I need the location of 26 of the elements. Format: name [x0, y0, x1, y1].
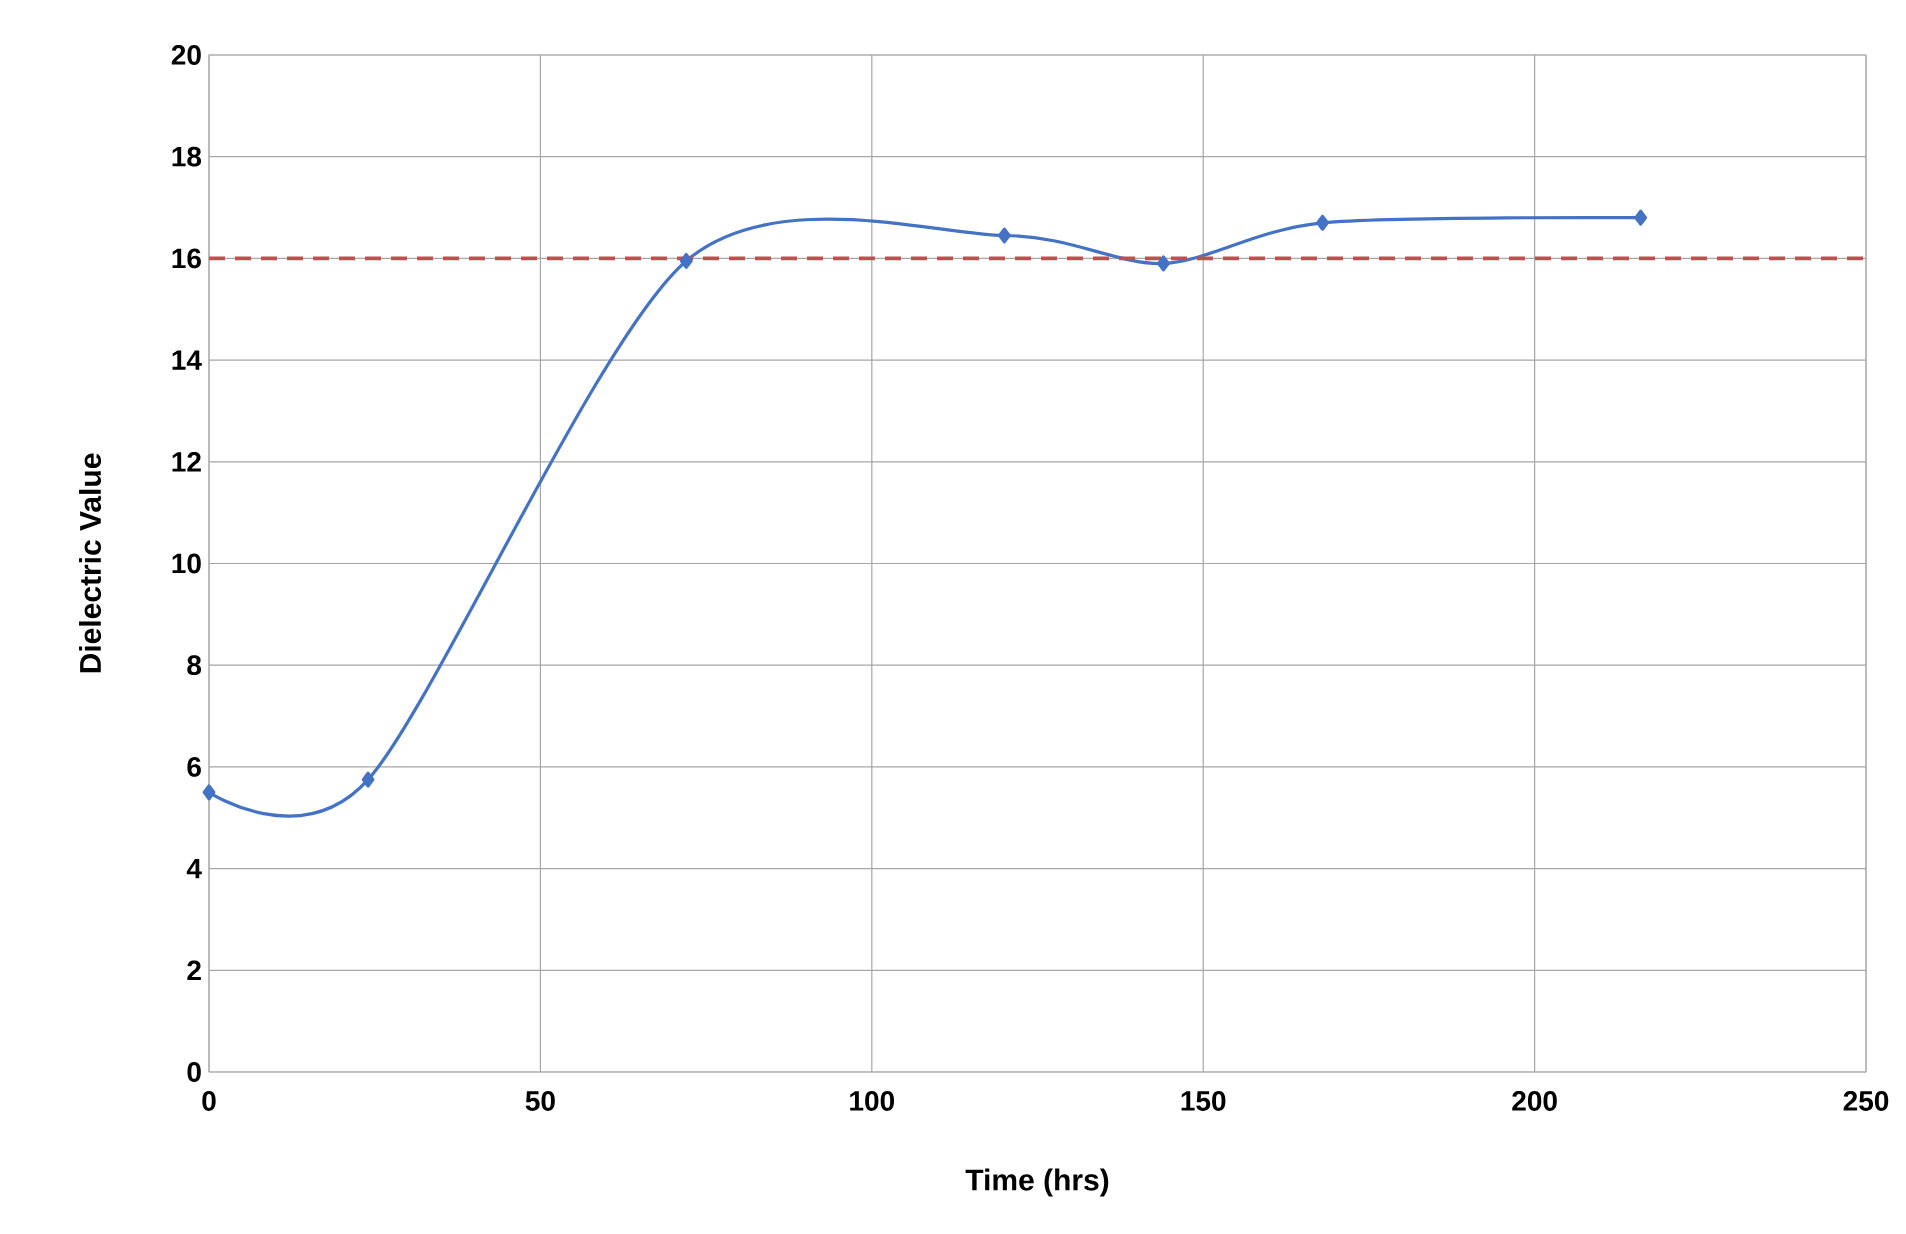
y-tick-label: 20 — [171, 45, 201, 65]
y-tick-label: 0 — [187, 1062, 201, 1082]
point — [1634, 209, 1648, 226]
x-axis-title: Time (hrs) — [965, 1168, 1109, 1197]
y-tick-label: 18 — [172, 146, 202, 167]
x-tick-label: 100 — [850, 1091, 895, 1111]
y-tick-label: 14 — [172, 350, 202, 370]
point — [361, 771, 375, 788]
point — [202, 784, 216, 801]
y-tick-label: 6 — [187, 756, 201, 777]
x-tick-label: 250 — [1843, 1091, 1889, 1111]
y-tick-label: 12 — [172, 451, 201, 472]
point — [1157, 255, 1170, 272]
y-tick-label: 16 — [172, 248, 201, 269]
y-axis-title: Dielectric Value — [79, 453, 102, 673]
x-tick-label: 150 — [1181, 1091, 1226, 1111]
x-tick-label: 0 — [202, 1091, 216, 1111]
y-tick-label: 4 — [186, 858, 202, 879]
point — [997, 227, 1011, 244]
y-tick-label: 2 — [187, 960, 201, 981]
x-tick-label: 50 — [525, 1091, 555, 1111]
point — [1316, 214, 1329, 231]
y-tick-label: 8 — [187, 655, 202, 676]
point — [679, 252, 693, 269]
y-tick-label: 10 — [172, 553, 201, 574]
x-tick-label: 200 — [1512, 1091, 1557, 1111]
